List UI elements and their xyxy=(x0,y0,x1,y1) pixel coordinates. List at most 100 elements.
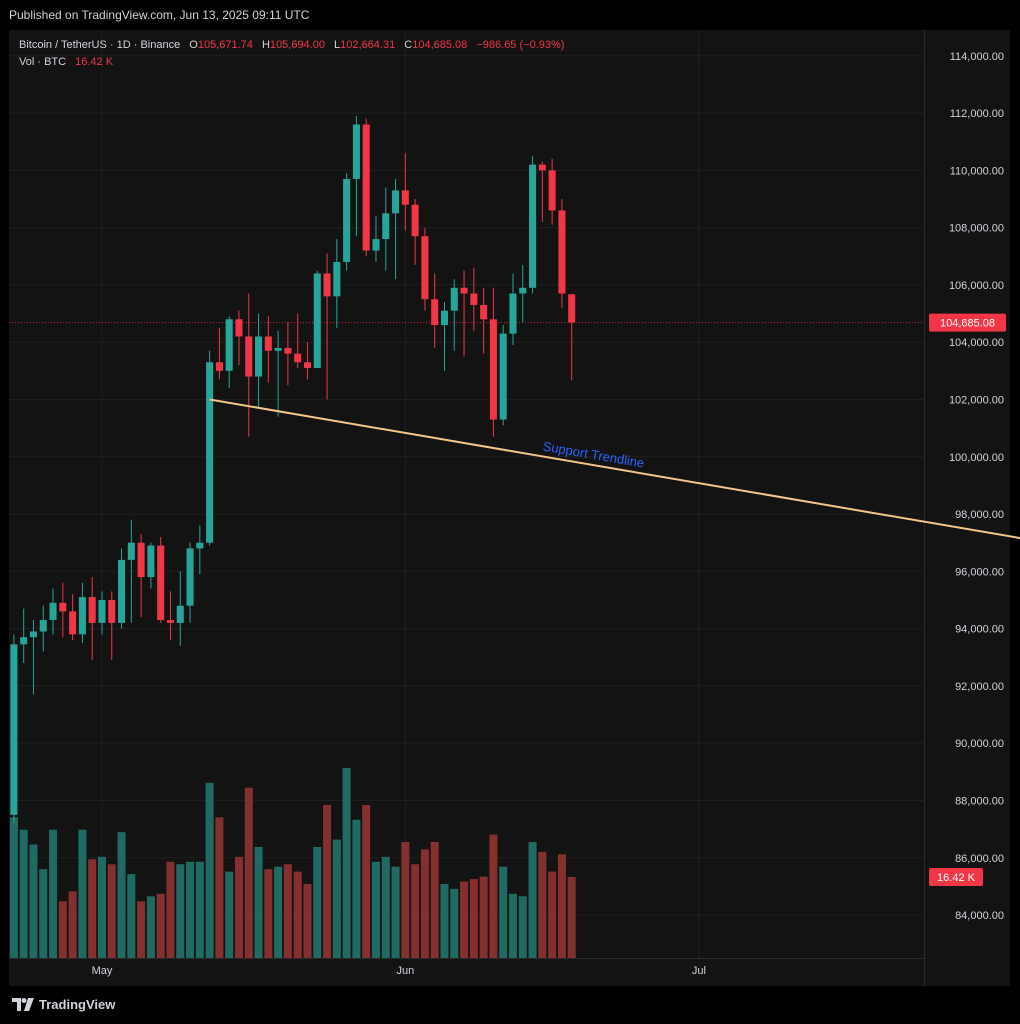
y-tick-label: 112,000.00 xyxy=(950,108,1004,120)
volume-bar xyxy=(156,893,165,958)
candle-body xyxy=(137,542,145,578)
low-value: 102,664.31 xyxy=(340,39,396,51)
candle-body xyxy=(49,602,57,621)
y-tick-label: 86,000.00 xyxy=(955,853,1004,865)
candle-body xyxy=(401,190,409,205)
candle-body xyxy=(352,124,360,179)
volume-bar xyxy=(303,883,312,958)
volume-bar xyxy=(234,856,243,958)
volume-bar xyxy=(508,893,517,958)
volume-bar xyxy=(548,871,557,958)
volume-bar xyxy=(283,864,292,958)
volume-bar xyxy=(254,846,263,958)
volume-bar xyxy=(264,869,273,958)
candle-body xyxy=(568,294,576,323)
volume-bar xyxy=(450,888,459,958)
volume-bar xyxy=(195,861,204,958)
volume-bar xyxy=(88,859,97,958)
candle-body xyxy=(343,178,351,262)
volume-bar xyxy=(137,901,146,958)
volume-bar xyxy=(567,876,576,958)
x-tick-label: Jul xyxy=(692,965,706,977)
candle-body xyxy=(196,542,204,549)
volume-bar xyxy=(107,864,116,958)
volume-bar xyxy=(489,834,498,958)
volume-row: Vol · BTC 16.42 K xyxy=(19,54,564,71)
volume-bar xyxy=(176,864,185,958)
candle-body xyxy=(255,336,263,377)
candle-body xyxy=(509,293,517,334)
volume-bar xyxy=(78,829,87,958)
y-tick-label: 84,000.00 xyxy=(955,910,1004,922)
chart-legend: Bitcoin / TetherUS · 1D · Binance O105,6… xyxy=(19,37,564,71)
volume-bar xyxy=(58,901,67,958)
volume-bar xyxy=(420,849,429,958)
volume-bar xyxy=(430,842,439,958)
y-tick-label: 102,000.00 xyxy=(949,394,1004,406)
volume-bar xyxy=(323,805,332,958)
candle-body xyxy=(372,239,380,251)
change-value: −986.65 (−0.93%) xyxy=(476,39,565,51)
volume-bar xyxy=(244,787,253,958)
volume-bar xyxy=(528,842,537,958)
candle-body xyxy=(421,236,429,300)
support-trendline xyxy=(209,398,1020,540)
y-tick-label: 110,000.00 xyxy=(950,165,1004,177)
volume-bar xyxy=(117,832,126,958)
publish-header: Published on TradingView.com, Jun 13, 20… xyxy=(0,0,1020,30)
volume-bar xyxy=(186,861,195,958)
volume-bar xyxy=(97,856,106,958)
candle-body xyxy=(69,611,77,635)
tradingview-logo-icon xyxy=(12,998,34,1011)
volume-bar xyxy=(381,856,390,958)
volume-value: 16.42 K xyxy=(75,56,114,68)
volume-bar xyxy=(352,819,361,958)
candle-body xyxy=(519,287,527,294)
volume-bar xyxy=(362,805,371,958)
candle-body xyxy=(166,620,174,623)
volume-bar xyxy=(215,817,224,958)
candle-body xyxy=(157,545,165,621)
x-tick-label: May xyxy=(92,965,113,977)
volume-bar xyxy=(557,854,566,958)
volume-label[interactable]: Vol · BTC xyxy=(19,56,67,68)
candle-body xyxy=(480,304,488,320)
candle-body xyxy=(440,310,449,326)
volume-bar xyxy=(146,896,155,958)
y-tick-label: 94,000.00 xyxy=(955,624,1004,636)
candle-body xyxy=(538,164,546,171)
open-label: O xyxy=(189,39,198,51)
volume-bar xyxy=(401,842,410,958)
candle-body xyxy=(245,336,253,377)
candle-body xyxy=(558,210,566,294)
published-text: Published on TradingView.com, Jun 13, 20… xyxy=(9,8,310,22)
high-value: 105,694.00 xyxy=(269,39,325,51)
y-tick-label: 108,000.00 xyxy=(949,223,1004,235)
candle-body xyxy=(460,287,468,294)
volume-bar xyxy=(29,844,38,958)
candle-body xyxy=(313,273,321,368)
volume-bar xyxy=(518,896,527,958)
candle-body xyxy=(59,602,67,612)
close-value: 104,685.08 xyxy=(412,39,468,51)
y-tick-label: 114,000.00 xyxy=(950,51,1004,63)
y-tick-label: 96,000.00 xyxy=(955,566,1004,578)
candle-body xyxy=(78,597,86,635)
y-tick-label: 92,000.00 xyxy=(955,681,1004,693)
volume-bar xyxy=(411,864,420,958)
tradingview-brand[interactable]: TradingView xyxy=(12,997,115,1012)
volume-bar xyxy=(127,874,136,958)
candle-body xyxy=(127,542,135,560)
candle-body xyxy=(489,319,497,420)
y-tick-label: 104,000.00 xyxy=(949,337,1004,349)
symbol-label[interactable]: Bitcoin / TetherUS · 1D · Binance xyxy=(19,39,181,51)
candle-body xyxy=(529,164,537,288)
volume-bar xyxy=(9,817,18,958)
volume-bar xyxy=(313,846,322,958)
candle-body xyxy=(499,333,507,420)
volume-bar xyxy=(225,871,234,958)
volume-bar xyxy=(499,866,508,958)
open-value: 105,671.74 xyxy=(197,39,253,51)
ohlc-row: Bitcoin / TetherUS · 1D · Binance O105,6… xyxy=(19,37,564,54)
